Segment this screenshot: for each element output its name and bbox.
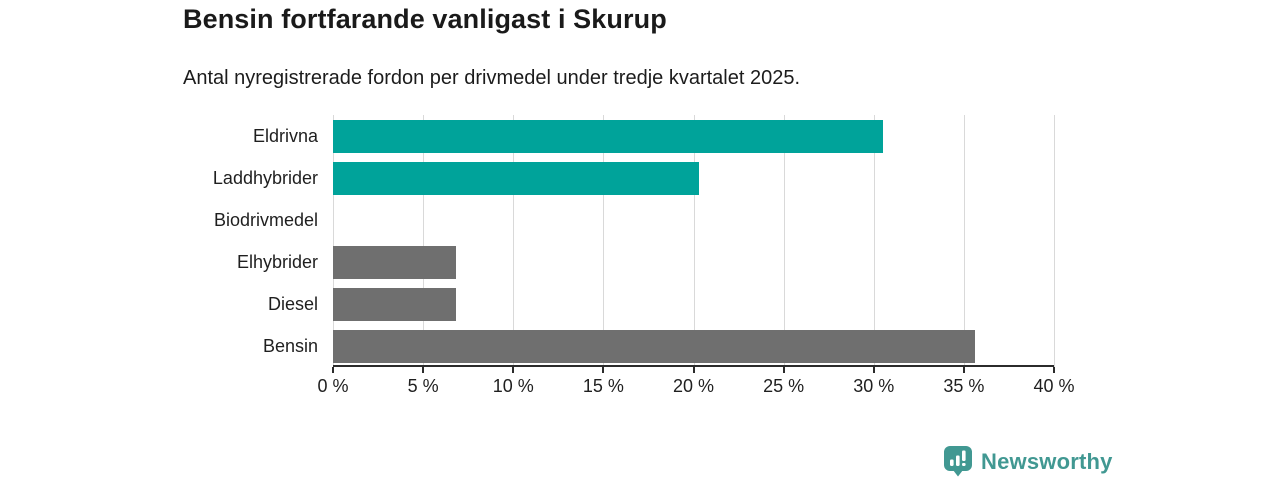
x-tick-label-10: 10 %	[492, 376, 534, 396]
gridline-0	[333, 115, 334, 367]
gridline-15	[603, 115, 605, 367]
x-tick-label-15: 15 %	[582, 376, 624, 396]
gridline-40	[1054, 115, 1055, 367]
x-tick-label-40: 40 %	[1033, 376, 1075, 396]
newsworthy-logo-text: Newsworthy	[981, 448, 1113, 474]
gridline-25	[783, 115, 785, 367]
gridline-30	[873, 115, 875, 367]
gridline-35	[963, 115, 965, 367]
x-tick-40	[1053, 367, 1055, 373]
gridline-20	[693, 115, 695, 367]
bar-row-elhybrider	[333, 241, 1054, 283]
category-label-biodrivmedel: Biodrivmedel	[213, 210, 318, 230]
bar-row-laddhybrider	[333, 157, 1054, 199]
gridline-5	[423, 115, 425, 367]
category-label-bensin: Bensin	[262, 336, 318, 356]
category-label-laddhybrider: Laddhybrider	[212, 168, 318, 188]
newsworthy-logo: Newsworthy	[944, 446, 1113, 477]
bar-eldrivna	[333, 119, 883, 153]
bar-row-eldrivna	[333, 115, 1054, 157]
bar-chart-pin-icon	[944, 446, 972, 477]
x-tick-25	[782, 367, 785, 373]
bar-row-bensin	[333, 325, 1054, 367]
x-tick-label-25: 25 %	[763, 376, 805, 396]
category-label-diesel: Diesel	[267, 294, 318, 314]
bar-laddhybrider	[333, 161, 699, 195]
x-tick-30	[872, 367, 875, 373]
x-tick-5	[422, 367, 425, 373]
bar-row-diesel	[333, 283, 1054, 325]
x-axis: 0 % 5 % 10 % 15 % 20 % 25 % 30 % 35 % 40 %	[317, 365, 1075, 409]
x-tick-label-20: 20 %	[672, 376, 715, 396]
chart-title: Bensin fortfarande vanligast i Skurup	[183, 4, 667, 34]
x-tick-15	[602, 367, 605, 373]
x-tick-0	[332, 367, 334, 373]
category-label-elhybrider: Elhybrider	[236, 252, 318, 272]
x-tick-20	[692, 367, 695, 373]
bar-diesel	[333, 287, 456, 321]
bar-bensin	[333, 329, 975, 363]
x-tick-label-30: 30 %	[853, 376, 895, 396]
gridline-10	[513, 115, 515, 367]
bar-row-biodrivmedel	[333, 199, 1054, 241]
x-tick-label-0: 0 %	[317, 376, 349, 396]
x-tick-35	[962, 367, 965, 373]
plot-area	[333, 115, 1055, 367]
x-tick-label-35: 35 %	[943, 376, 985, 396]
x-tick-label-5: 5 %	[407, 376, 439, 396]
bar-elhybrider	[333, 245, 456, 279]
y-axis-labels: Eldrivna Laddhybrider Biodrivmedel Elhybrid…	[0, 115, 318, 367]
x-tick-10	[512, 367, 515, 373]
category-label-eldrivna: Eldrivna	[252, 126, 318, 146]
chart-subtitle: Antal nyregistrerade fordon per drivmede…	[183, 67, 801, 89]
